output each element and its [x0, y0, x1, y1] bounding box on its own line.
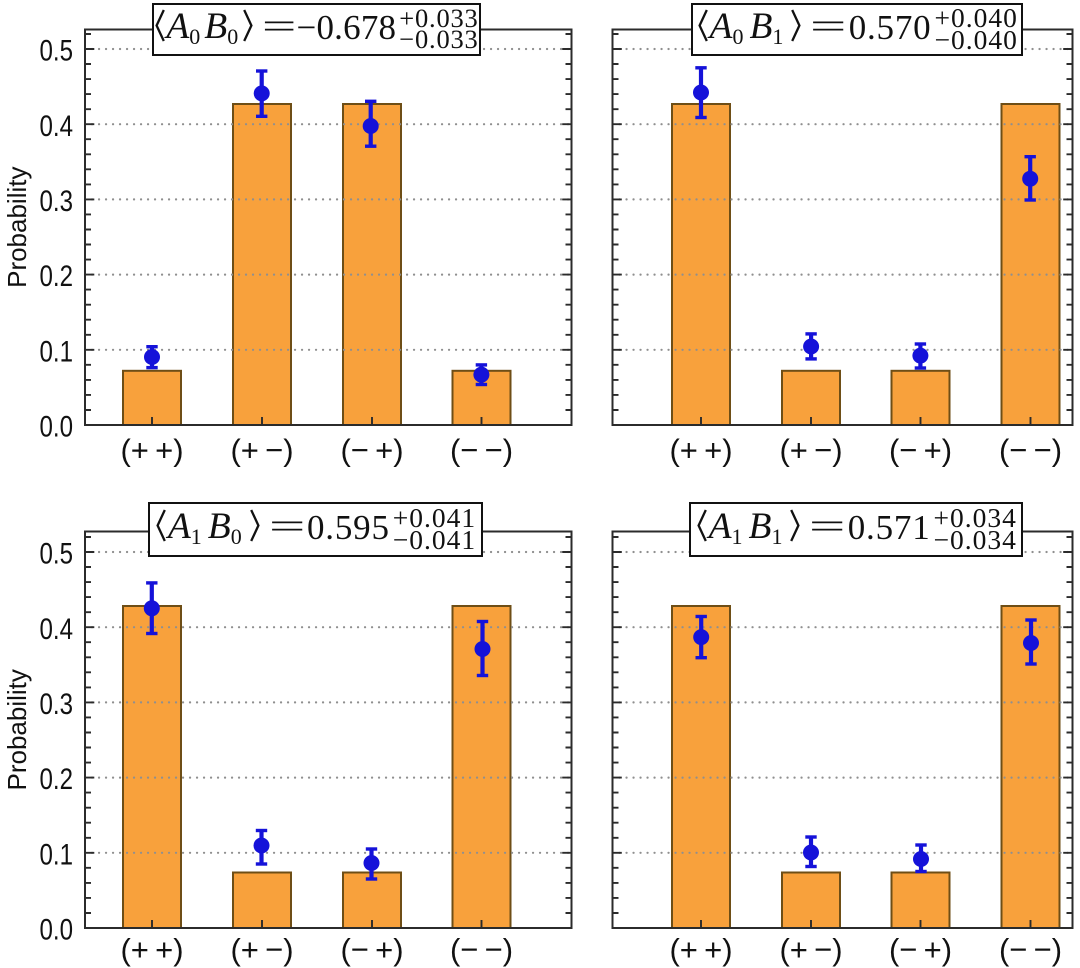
svg-text:(+ −): (+ −)	[779, 433, 842, 468]
svg-text:(− +): (− +)	[889, 932, 952, 967]
svg-text:0.2: 0.2	[40, 763, 74, 796]
svg-text:(− +): (− +)	[340, 932, 403, 967]
svg-text:(− −): (− −)	[450, 932, 513, 967]
svg-text:(+ −): (+ −)	[779, 932, 842, 967]
svg-text:0.1: 0.1	[40, 838, 74, 871]
svg-text:(− −): (− −)	[999, 932, 1062, 967]
svg-text:0.4: 0.4	[40, 110, 74, 143]
svg-text:0.3: 0.3	[40, 688, 74, 721]
svg-text:(+ −): (+ −)	[230, 932, 293, 967]
svg-text:0.5: 0.5	[40, 35, 74, 68]
svg-text:(− −): (− −)	[450, 433, 513, 468]
svg-text:0.0: 0.0	[40, 411, 74, 444]
svg-text:Probability: Probability	[2, 166, 32, 287]
svg-text:0.0: 0.0	[40, 914, 74, 947]
svg-text:0.4: 0.4	[40, 613, 74, 646]
svg-text:(+ +): (+ +)	[669, 932, 732, 967]
svg-text:0.5: 0.5	[40, 538, 74, 571]
svg-text:(− +): (− +)	[340, 433, 403, 468]
svg-text:0.1: 0.1	[40, 335, 74, 368]
svg-text:(− −): (− −)	[999, 433, 1062, 468]
svg-text:Probability: Probability	[2, 669, 32, 790]
svg-text:(− +): (− +)	[889, 433, 952, 468]
svg-text:0.2: 0.2	[40, 260, 74, 293]
svg-text:(+ −): (+ −)	[230, 433, 293, 468]
svg-text:0.3: 0.3	[40, 185, 74, 218]
svg-text:(+ +): (+ +)	[120, 433, 183, 468]
svg-text:(+ +): (+ +)	[669, 433, 732, 468]
svg-text:(+ +): (+ +)	[120, 932, 183, 967]
